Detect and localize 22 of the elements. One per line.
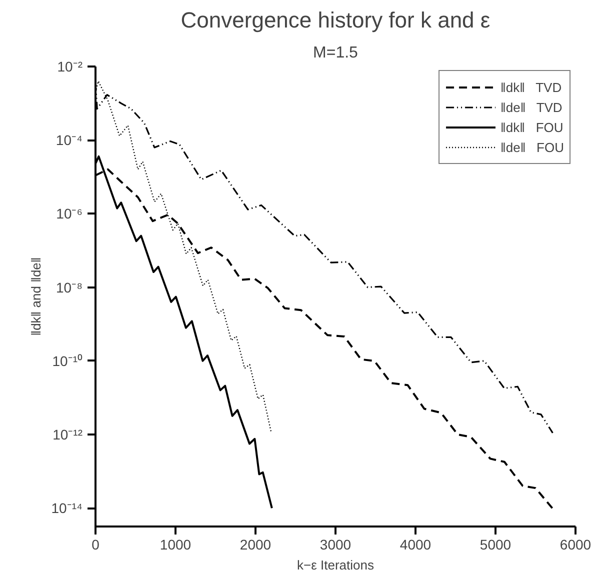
- legend-label: ‖de‖ TVD: [500, 100, 562, 114]
- y-tick-label: 10⁻¹⁴: [51, 500, 82, 516]
- y-tick-label: 10⁻¹⁰: [52, 352, 82, 369]
- x-tick-label: 3000: [320, 536, 352, 552]
- legend-label: ‖de‖ FOU: [500, 140, 564, 154]
- legend-label: ‖dk‖ TVD: [500, 80, 562, 94]
- y-tick-label: 10⁻²: [57, 58, 83, 74]
- y-tick-label: 10⁻¹²: [52, 426, 83, 442]
- x-tick-label: 1000: [160, 536, 192, 552]
- y-tick-label: 10⁻⁴: [56, 132, 83, 148]
- x-tick-label: 5000: [480, 536, 512, 552]
- x-tick-label: 4000: [400, 536, 432, 552]
- y-tick-label: 10⁻⁸: [56, 279, 83, 296]
- chart-subtitle: M=1.5: [313, 44, 358, 62]
- x-tick-label: 0: [92, 536, 100, 552]
- x-axis-title: k−ε Iterations: [297, 558, 374, 572]
- y-tick-label: 10⁻⁶: [56, 206, 83, 222]
- x-tick-label: 6000: [560, 536, 592, 552]
- legend-label: ‖dk‖ FOU: [500, 120, 564, 134]
- chart-title: Convergence history for k and ε: [180, 8, 490, 32]
- x-tick-label: 2000: [240, 536, 272, 552]
- y-axis-title: ‖dk‖ and ‖de‖: [28, 257, 44, 336]
